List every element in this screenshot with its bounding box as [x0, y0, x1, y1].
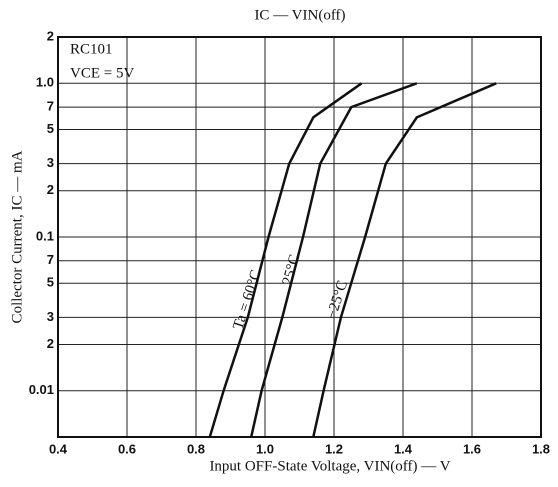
- x-tick-label: 0.8: [187, 441, 205, 456]
- y-tick-label: 5: [47, 121, 54, 136]
- curve: [249, 82, 418, 438]
- y-tick-label: 2: [47, 28, 54, 43]
- y-tick-label: 0.01: [29, 382, 54, 397]
- y-tick-label: 3: [47, 155, 54, 170]
- curve: [208, 82, 363, 438]
- curve-label: Ta = 60°C: [230, 268, 264, 332]
- x-axis-label: Input OFF-State Voltage, VIN(off) — V: [209, 458, 450, 474]
- x-tick-label: 1.6: [463, 441, 481, 456]
- y-axis-label: Collector Current, IC — mA: [9, 150, 25, 323]
- x-tick-label: 0.4: [49, 441, 68, 456]
- curve: [312, 82, 497, 438]
- y-tick-label: 2: [47, 182, 54, 197]
- x-tick-label: 1.2: [325, 441, 343, 456]
- y-tick-label: 7: [47, 252, 54, 267]
- curve-label: 25°C: [280, 253, 303, 287]
- y-tick-label: 7: [47, 99, 54, 114]
- y-tick-label: 2: [47, 336, 54, 351]
- annotation: RC101: [70, 41, 113, 57]
- x-tick-label: 1.0: [256, 441, 274, 456]
- annotation: VCE = 5V: [70, 65, 134, 81]
- y-tick-label: 3: [47, 309, 54, 324]
- x-tick-label: 1.4: [394, 441, 413, 456]
- y-tick-label: 5: [47, 275, 54, 290]
- y-tick-label: 1.0: [36, 75, 54, 90]
- x-tick-label: 1.8: [532, 441, 550, 456]
- chart-title: IC — VIN(off): [254, 7, 345, 23]
- x-tick-label: 0.6: [118, 441, 136, 456]
- plot-frame: [57, 36, 542, 438]
- y-tick-label: 0.1: [36, 228, 54, 243]
